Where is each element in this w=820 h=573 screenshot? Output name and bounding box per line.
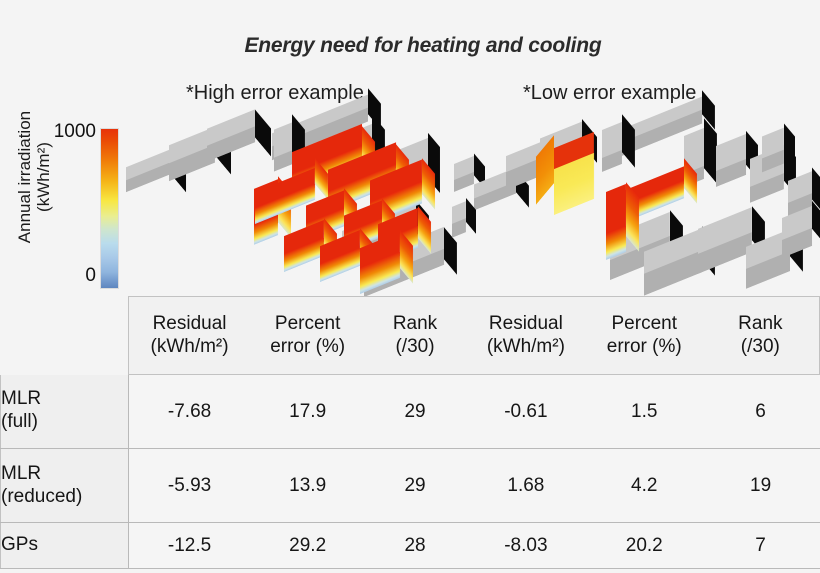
column-header-rank-low: Rank (/30) — [701, 296, 820, 375]
colorbar-tick-min: 0 — [85, 265, 96, 286]
page-title: Energy need for heating and cooling — [244, 34, 602, 57]
cell-percent-error-low: 4.2 — [586, 448, 702, 523]
table-row: MLR (full) -7.68 17.9 29 -0.61 1.5 6 — [0, 374, 820, 449]
city-scene-low-error — [452, 90, 820, 297]
colorbar-tick-max: 1000 — [53, 121, 96, 142]
cell-residual-high: -12.5 — [128, 522, 251, 569]
column-header-percent-error-low: Percent error (%) — [586, 296, 702, 375]
table-row: GPs -12.5 29.2 28 -8.03 20.2 7 — [0, 522, 820, 569]
cell-residual-high: -5.93 — [128, 448, 251, 523]
cell-percent-error-low: 1.5 — [586, 374, 702, 449]
column-header-residual-low: Residual (kWh/m²) — [464, 296, 587, 375]
row-label-mlr-reduced: MLR (reduced) — [0, 448, 129, 523]
cell-residual-low: -8.03 — [464, 522, 587, 569]
cell-percent-error-high: 29.2 — [250, 522, 366, 569]
table-header-row: Residual (kWh/m²) Percent error (%) Rank… — [1, 296, 820, 375]
colorbar-gradient-bar — [100, 128, 119, 289]
panel-subtitle-low-error: *Low error example — [523, 82, 697, 104]
colorbar-legend: Annual irradiation (kWh/m²) 1000 0 — [4, 111, 126, 297]
cell-residual-high: -7.68 — [128, 374, 251, 449]
cell-percent-error-high: 13.9 — [250, 448, 366, 523]
cell-rank-high: 29 — [365, 448, 465, 523]
cell-residual-low: 1.68 — [464, 448, 587, 523]
column-header-percent-error-high: Percent error (%) — [250, 296, 366, 375]
column-header-rank-high: Rank (/30) — [365, 296, 465, 375]
city-scene-high-error — [126, 88, 466, 298]
cell-rank-high: 29 — [365, 374, 465, 449]
cell-percent-error-high: 17.9 — [250, 374, 366, 449]
column-header-residual-high: Residual (kWh/m²) — [127, 296, 251, 375]
row-label-mlr-full: MLR (full) — [0, 374, 129, 449]
cell-rank-low: 19 — [701, 448, 820, 523]
results-table: Residual (kWh/m²) Percent error (%) Rank… — [0, 296, 820, 569]
cell-percent-error-low: 20.2 — [586, 522, 702, 569]
row-label-gps: GPs — [0, 522, 129, 569]
cell-rank-low: 7 — [701, 522, 820, 569]
cell-rank-high: 28 — [365, 522, 465, 569]
cell-residual-low: -0.61 — [464, 374, 587, 449]
colorbar-axis-label: Annual irradiation (kWh/m²) — [14, 110, 53, 244]
table-row: MLR (reduced) -5.93 13.9 29 1.68 4.2 19 — [0, 448, 820, 523]
header-spacer — [1, 297, 129, 375]
cell-rank-low: 6 — [701, 374, 820, 449]
panel-subtitle-high-error: *High error example — [186, 82, 364, 104]
